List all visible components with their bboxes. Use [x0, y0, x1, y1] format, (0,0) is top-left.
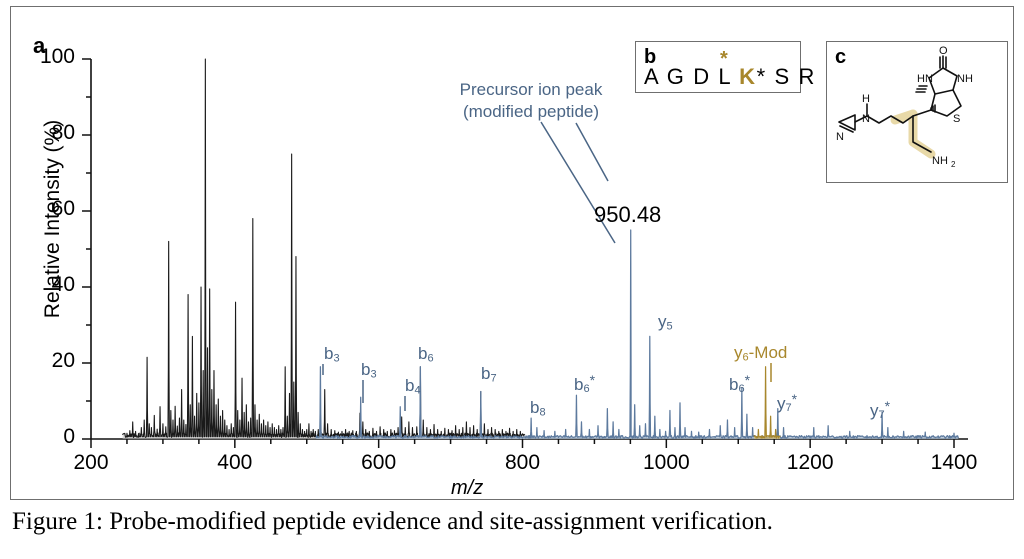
figure-caption: Figure 1: Probe-modified peptide evidenc… [12, 508, 773, 535]
peak-label-index: 6 [742, 351, 749, 364]
peak-label-index: 5 [666, 320, 673, 333]
x-tick-label: 1200 [786, 451, 834, 474]
peak-label-b6: b6 [418, 344, 434, 364]
atom-label-nh2ring: NH [957, 73, 973, 85]
peak-label-letter: b [530, 398, 540, 417]
peak-label-star: * [744, 372, 751, 388]
peak-label-star: * [791, 391, 798, 407]
highlight-arm-2 [890, 109, 918, 125]
peak-label-b4: b4 [405, 376, 421, 396]
figure-frame: a Relative Intensity (%) m/z Precursor i… [10, 6, 1014, 500]
peak-label-letter: b [405, 376, 415, 395]
mass-spectrum-chart [82, 58, 968, 448]
peak-label-y7-star: y7* [870, 398, 890, 421]
peak-label-index: 4 [414, 384, 421, 397]
x-tick-label: 800 [504, 451, 541, 474]
modified-lysine: K [739, 64, 757, 89]
peak-label-b8: b8 [530, 398, 546, 418]
x-tick-label: 600 [361, 451, 397, 474]
spectrum-series [315, 229, 959, 439]
atom-label-nh2: NH [932, 155, 948, 167]
y-tick-label: 20 [51, 349, 75, 372]
atom-label-hn: HN [917, 73, 933, 85]
precursor-annotation: Precursor ion peak (modified peptide) [411, 79, 651, 123]
modified-lysine-star: * [756, 64, 767, 89]
peak-label-index: 3 [333, 352, 340, 365]
peak-label-letter: b [574, 374, 584, 394]
peak-label-suffix: -Mod [748, 343, 788, 362]
atom-label-nh2-sub: 2 [951, 160, 956, 169]
y-tick-label: 40 [51, 273, 75, 296]
sequence-prefix: A G D L [644, 64, 740, 89]
peak-label-index: 8 [539, 406, 546, 419]
peak-label-letter: b [729, 374, 739, 394]
x-axis-ticks [90, 439, 955, 448]
peak-label-index: 7 [878, 409, 885, 422]
peak-label-b7: b7 [481, 364, 497, 384]
probe-chemical-structure: N H N O HN NH S NH 2 [836, 45, 973, 169]
x-tick-label: 200 [73, 451, 109, 474]
atom-label-s: S [953, 113, 960, 125]
peak-label-y7-star: y7* [777, 391, 797, 414]
spectrum-series [122, 58, 526, 439]
annotation-leader-lines [540, 121, 616, 244]
peak-label-y6-mod: y6-Mod [734, 343, 787, 363]
peak-label-index: 6 [738, 383, 745, 396]
peak-label-letter: b [361, 360, 371, 379]
modification-star-marker: * [720, 48, 730, 70]
peak-label-b6-star: b6* [574, 372, 595, 395]
y-axis-ticks [82, 58, 91, 440]
peak-label-y5: y5 [658, 312, 673, 332]
y-tick-label: 60 [51, 197, 75, 220]
x-tick-label: 400 [217, 451, 253, 474]
precursor-annotation-line1: Precursor ion peak [459, 80, 603, 99]
peak-label-letter: b [324, 344, 334, 363]
peak-label-letter: y [734, 343, 743, 362]
peak-label-index: 7 [490, 372, 497, 385]
peak-label-letter: b [418, 344, 428, 363]
peak-label-b3: b3 [361, 360, 377, 380]
peak-label-b6-star: b6* [729, 372, 750, 395]
x-axis-title: m/z [451, 477, 484, 499]
panel-b-letter: b [644, 46, 657, 68]
peak-label-letter: b [481, 364, 491, 383]
precursor-mass-label: 950.48 [594, 202, 662, 227]
atom-label-nh: N [862, 113, 870, 125]
peak-label-letter: y [870, 400, 879, 420]
y-tick-label: 0 [63, 425, 75, 448]
spectrum-series [753, 366, 781, 439]
x-tick-label: 1000 [642, 451, 690, 474]
precursor-annotation-line2: (modified peptide) [462, 101, 600, 121]
y-tick-label: 100 [39, 45, 75, 68]
x-tick-label: 1400 [930, 451, 978, 474]
panel-c-structure-box: c [826, 41, 1008, 183]
panel-c-letter: c [835, 46, 847, 68]
peak-label-index: 3 [370, 368, 377, 381]
peak-label-index: 6 [427, 352, 434, 365]
highlight-arm [908, 109, 936, 159]
sequence-suffix: S R [766, 64, 816, 89]
peak-label-letter: y [658, 312, 667, 331]
peak-label-b3: b3 [324, 344, 340, 364]
atom-label-n: N [836, 131, 844, 143]
panel-a-letter: a [33, 33, 46, 58]
peptide-sequence: * A G D L K* S R [644, 48, 816, 90]
peak-label-letter: y [777, 393, 786, 413]
panel-b-sequence-box: b * A G D L K* S R [635, 41, 814, 93]
structure-bonds [838, 55, 962, 153]
atom-label-o: O [939, 45, 948, 57]
peak-label-index: 6 [583, 383, 590, 396]
y-tick-label: 80 [51, 121, 75, 144]
structure-atom-labels: N H N O HN NH S NH 2 [836, 45, 973, 169]
peak-label-star: * [884, 398, 891, 414]
peak-label-star: * [589, 372, 596, 388]
peak-label-index: 7 [785, 402, 792, 415]
atom-label-h: H [862, 93, 870, 105]
